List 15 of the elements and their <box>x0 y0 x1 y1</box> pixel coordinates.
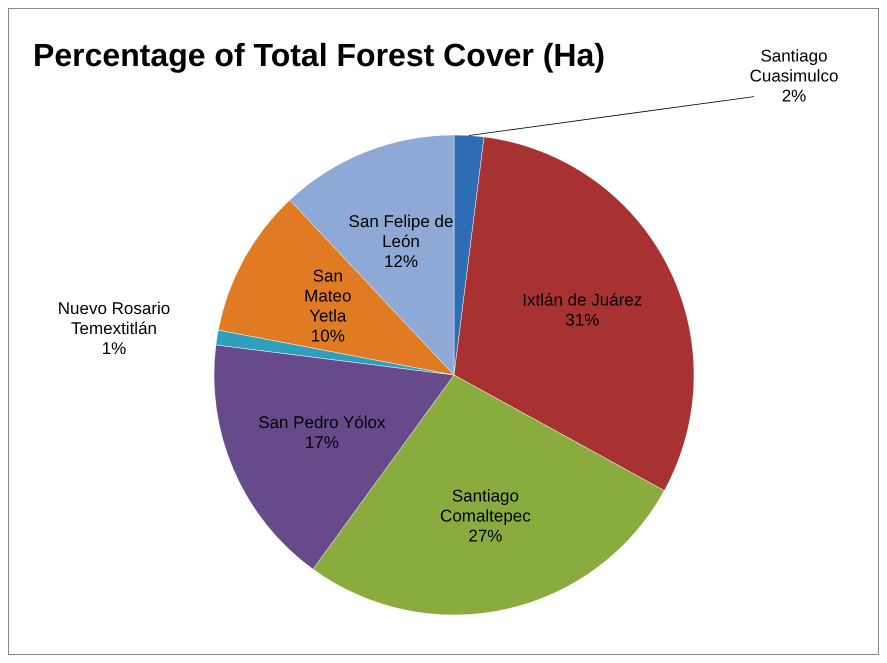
slice-label: Ixtlán de Juárez <box>522 290 642 310</box>
data-label: 31% <box>565 310 600 330</box>
data-label: 17% <box>304 433 339 452</box>
data-label: 10% <box>310 326 345 346</box>
slice-label: Santiago Cuasimulco <box>750 46 838 86</box>
slice-label: San Pedro Yólox <box>258 413 386 432</box>
data-label: 2% <box>782 86 806 106</box>
slice-label: San Felipe de León <box>348 212 454 252</box>
slice-label: Santiago Comaltepec <box>440 486 532 526</box>
data-label: 12% <box>384 252 418 272</box>
chart-title: Percentage of Total Forest Cover (Ha) <box>33 37 605 73</box>
slice-label: Nuevo Rosario Temextitlán <box>58 299 170 338</box>
data-label: 27% <box>468 526 502 546</box>
slice-label: San Mateo Yetla <box>304 266 352 326</box>
data-label: 1% <box>102 339 126 358</box>
